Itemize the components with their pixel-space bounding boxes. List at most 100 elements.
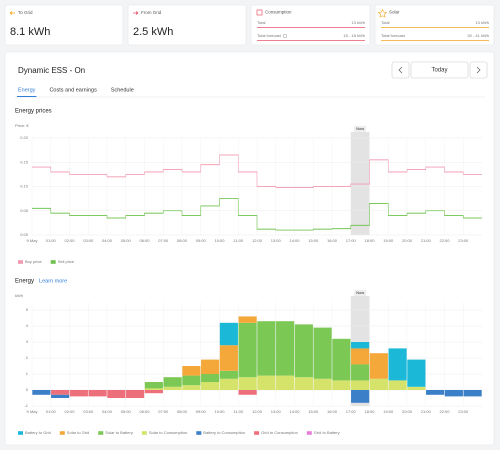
energy-bar xyxy=(201,374,220,382)
x-tick-label: 04:00 xyxy=(102,238,113,243)
energy-bar xyxy=(182,366,201,376)
x-tick-label: 19:00 xyxy=(383,409,394,414)
learn-more-link[interactable]: Learn more xyxy=(39,278,67,284)
energy-bar xyxy=(144,388,163,390)
energy-bar xyxy=(351,342,370,349)
x-tick-label: 09:00 xyxy=(196,238,207,243)
legend-swatch xyxy=(18,431,23,435)
prev-button[interactable] xyxy=(391,61,410,79)
energy-bar xyxy=(313,327,332,379)
x-tick-label: 03:00 xyxy=(83,409,94,414)
now-badge xyxy=(354,126,367,132)
section-title: Energy prices xyxy=(15,109,52,115)
x-tick-label: 16:00 xyxy=(327,409,338,414)
now-label: Now xyxy=(356,126,364,131)
tab[interactable]: Costs and earnings xyxy=(49,87,97,93)
x-tick-label: 11:00 xyxy=(233,238,243,243)
energy-bar xyxy=(219,322,238,346)
energy-bar xyxy=(32,390,51,395)
y-tick-label: 0 xyxy=(26,387,29,392)
x-tick-label: 23:00 xyxy=(458,238,469,243)
energy-bar xyxy=(294,324,313,378)
x-tick-label: 18:00 xyxy=(364,409,375,414)
next-button[interactable] xyxy=(469,61,488,79)
card xyxy=(127,4,247,46)
tab[interactable]: Schedule xyxy=(111,87,134,93)
legend-label[interactable]: Sell price xyxy=(58,259,75,264)
legend-label[interactable]: Grid to Battery xyxy=(314,430,340,435)
x-tick-label: 9 May xyxy=(27,409,38,414)
row-label: Total xyxy=(257,20,266,25)
x-tick-label: 14:00 xyxy=(289,238,300,243)
now-band xyxy=(350,132,370,235)
card xyxy=(374,4,495,46)
energy-bar xyxy=(107,390,126,398)
legend-label[interactable]: Solar to Grid xyxy=(67,430,89,435)
legend-swatch xyxy=(254,431,260,435)
legend-label[interactable]: Battery to Grid xyxy=(25,430,51,435)
x-tick-label: 20:00 xyxy=(402,409,413,414)
y-tick-label: 4 xyxy=(26,323,29,328)
y-tick-label: 5 xyxy=(26,307,29,312)
x-tick-label: 11:00 xyxy=(233,409,243,414)
energy-bar xyxy=(126,390,145,398)
date-picker[interactable] xyxy=(410,61,469,79)
energy-bar xyxy=(238,390,257,395)
legend-label[interactable]: Battery to Consumption xyxy=(203,430,245,435)
legend-label[interactable]: Grid to Consumption xyxy=(261,430,298,435)
x-tick-label: 14:00 xyxy=(289,409,300,414)
energy-bar xyxy=(51,394,70,398)
energy-bar xyxy=(201,382,220,390)
x-tick-label: 02:00 xyxy=(64,409,75,414)
energy-bar xyxy=(163,386,182,390)
y-tick-label: 1 xyxy=(26,371,29,376)
energy-bar xyxy=(351,380,370,390)
energy-bar xyxy=(407,386,426,390)
x-tick-label: 10:00 xyxy=(214,409,225,414)
y-tick-label: 0.00 xyxy=(20,232,29,237)
row-value: 30 - 41 kWh xyxy=(467,33,489,38)
y-tick-label: -1 xyxy=(24,403,28,408)
energy-bar xyxy=(219,370,238,379)
energy-bar xyxy=(238,316,257,323)
legend-swatch xyxy=(59,431,65,435)
energy-bar xyxy=(294,377,313,390)
legend-swatch xyxy=(50,260,56,264)
card-value: 2.5 kWh xyxy=(133,26,173,38)
y-axis-label: kWh xyxy=(15,293,23,298)
solar-icon xyxy=(377,8,388,18)
energy-bar xyxy=(369,378,388,390)
x-tick-label: 20:00 xyxy=(402,238,413,243)
x-tick-label: 12:00 xyxy=(252,238,263,243)
energy-bar xyxy=(332,380,351,390)
info-icon[interactable] xyxy=(283,34,288,39)
energy-bar xyxy=(351,364,370,381)
energy-bar xyxy=(257,375,276,390)
row-label: Total xyxy=(381,20,390,25)
energy-bar xyxy=(238,377,257,390)
x-tick-label: 18:00 xyxy=(364,238,375,243)
x-tick-label: 23:00 xyxy=(458,409,469,414)
card xyxy=(4,4,124,46)
x-tick-label: 01:00 xyxy=(46,409,57,414)
card-label: Consumption xyxy=(265,10,292,15)
card-label: From Grid xyxy=(141,10,162,15)
x-tick-label: 17:00 xyxy=(346,238,357,243)
energy-bar xyxy=(276,321,295,376)
x-tick-label: 16:00 xyxy=(327,238,338,243)
legend-label[interactable]: Solar to Consumption xyxy=(149,430,187,435)
legend-label[interactable]: Solar to Battery xyxy=(105,430,133,435)
energy-bar xyxy=(201,359,220,374)
x-tick-label: 22:00 xyxy=(439,409,450,414)
energy-bar xyxy=(88,390,107,397)
row-value: 13 kWh xyxy=(475,20,489,25)
panel-title: Dynamic ESS - On xyxy=(18,66,85,75)
legend-label[interactable]: Buy price xyxy=(25,259,42,264)
energy-bar xyxy=(219,378,238,390)
energy-bar xyxy=(407,359,426,387)
now-badge xyxy=(354,290,367,296)
energy-bar xyxy=(163,377,182,387)
x-tick-label: 05:00 xyxy=(121,409,132,414)
x-tick-label: 15:00 xyxy=(308,409,319,414)
tab[interactable]: Energy xyxy=(18,87,36,93)
